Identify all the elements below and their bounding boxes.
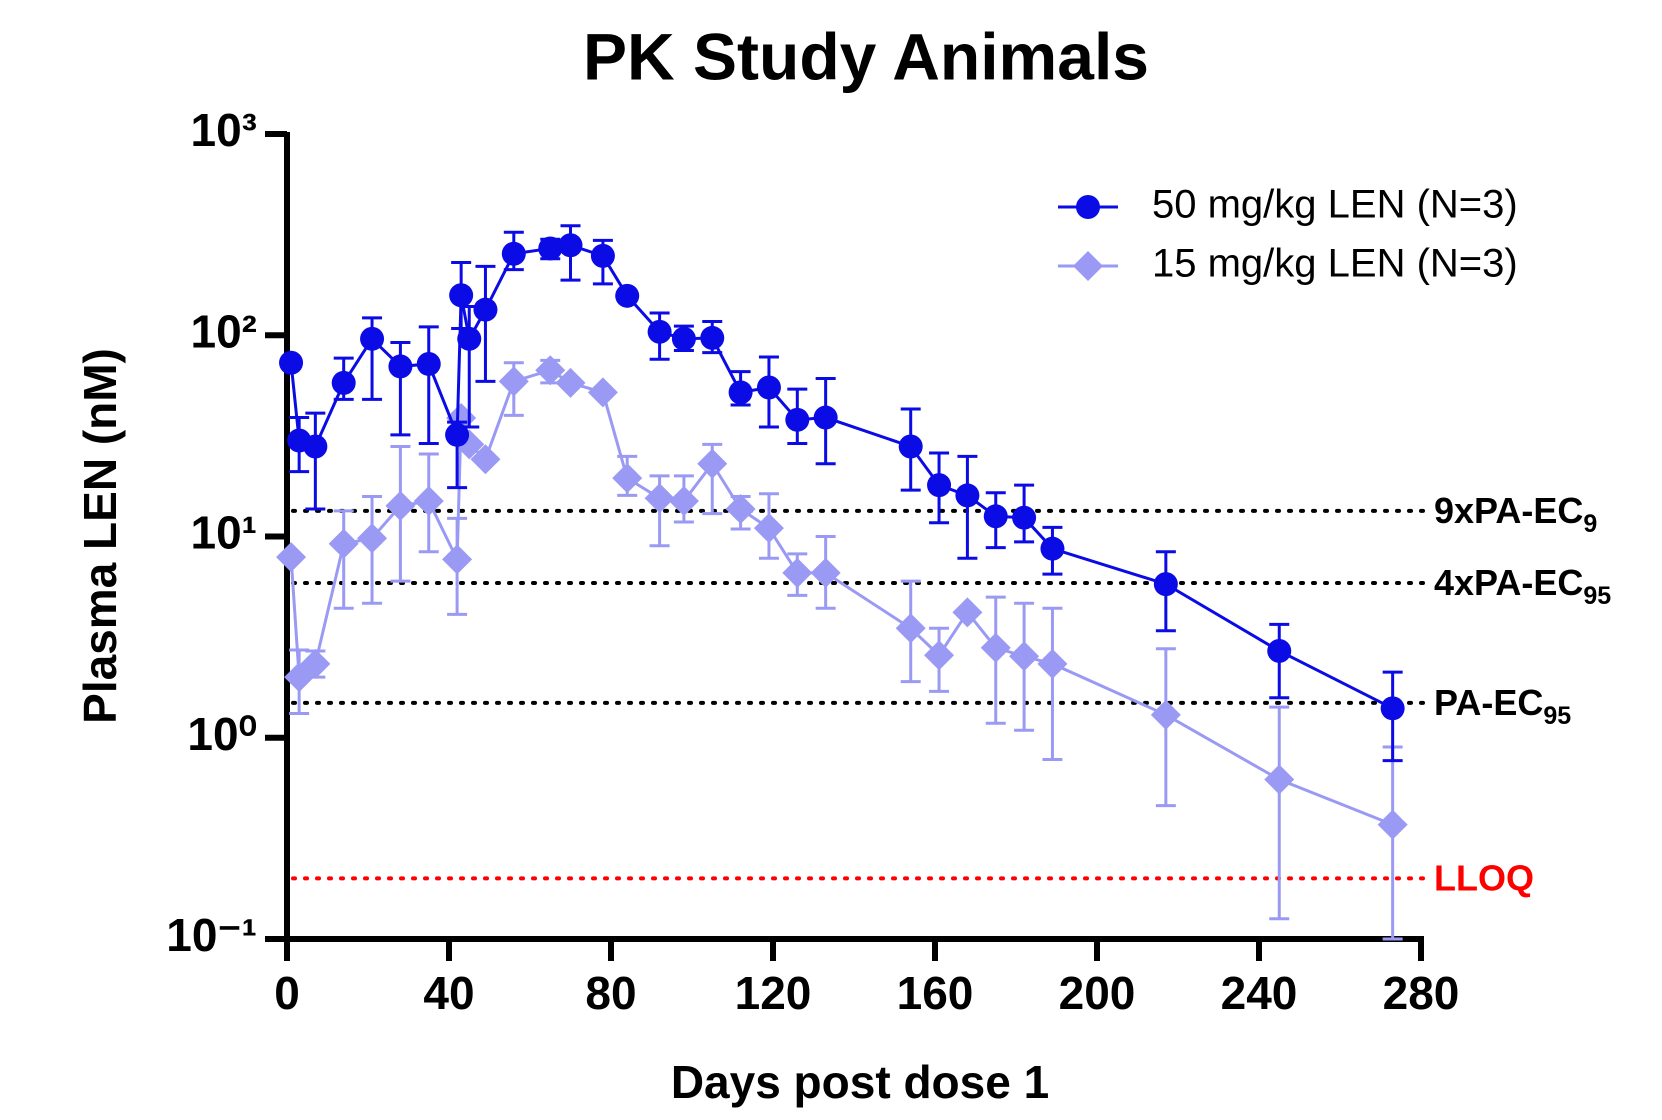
data-point [1012,505,1037,530]
data-point [671,326,696,351]
legend-label: 15 mg/kg LEN (N=3) [1152,242,1518,286]
reference-label-text: 9xPA-EC [1434,489,1583,530]
reference-label: PA-EC95 [1434,681,1571,729]
error-bar [1269,705,1290,921]
data-point [725,493,756,524]
reference-label-text: 4xPA-EC [1434,562,1583,603]
error-bar [1042,606,1063,761]
y-axis-label: Plasma LEN (nM) [74,348,126,724]
data-point [927,473,952,498]
x-axis-label: Days post dose 1 [671,1056,1049,1108]
data-point [535,355,566,386]
data-point [1267,638,1292,663]
data-point [442,544,473,575]
chart-title: PK Study Animals [583,19,1149,93]
data-point [357,523,388,554]
error-bar [305,411,326,511]
y-tick-label: 10⁻¹ [166,909,257,961]
data-point [697,448,728,479]
data-point [728,380,753,405]
data-point [300,648,331,679]
y-tick-label: 10³ [191,104,257,156]
data-point [501,241,526,266]
reference-label-sub: 95 [1543,702,1571,730]
y-tick-label: 10² [191,305,257,357]
reference-label-text: LLOQ [1434,857,1534,898]
data-point [782,557,813,588]
data-point [980,632,1011,663]
data-point [647,319,672,344]
legend-marker [1076,195,1100,219]
legend-label: 50 mg/kg LEN (N=3) [1152,183,1518,227]
data-point [538,236,563,261]
data-point [473,297,498,322]
data-point [615,283,640,308]
data-point [1264,764,1295,795]
error-bar [418,325,439,445]
x-tick-label: 0 [274,967,300,1019]
reference-label-sub: 95 [1583,582,1611,610]
y-tick-label: 10⁰ [187,708,257,760]
x-tick-label: 240 [1221,967,1298,1019]
data-point [276,542,307,573]
data-point [1377,809,1408,840]
reference-label: 4xPA-EC95 [1434,562,1611,610]
error-bar [475,264,496,383]
data-point [700,325,725,350]
data-point [328,528,359,559]
data-point [360,326,385,351]
data-point [303,434,328,459]
data-point [898,434,923,459]
data-point [1037,648,1068,679]
data-point [498,366,529,397]
data-point [753,513,784,544]
data-point [331,370,356,395]
data-point [470,444,501,475]
data-point [1009,641,1040,672]
data-point [413,486,444,517]
x-tick-label: 120 [735,967,812,1019]
data-point [785,407,810,432]
data-point [756,375,781,400]
data-point [612,463,643,494]
data-point [983,504,1008,529]
data-point [587,377,618,408]
data-point [924,640,955,671]
data-point [813,405,838,430]
data-point [1150,699,1181,730]
data-point [457,326,482,351]
data-point [555,367,586,398]
data-point [385,490,416,521]
data-point [1040,536,1065,561]
data-point [895,613,926,644]
data-point [279,350,304,375]
x-tick-label: 80 [585,967,636,1019]
data-point [668,486,699,517]
data-point [952,597,983,628]
data-point [388,354,413,379]
data-point [590,243,615,268]
x-tick-label: 160 [897,967,974,1019]
data-point [558,233,583,258]
x-tick-label: 280 [1383,967,1460,1019]
reference-label: LLOQ [1434,857,1534,898]
data-point [1153,572,1178,597]
data-point [955,483,980,508]
error-bar [333,509,354,610]
x-tick-label: 40 [423,967,474,1019]
reference-label-sub: 9 [1583,510,1597,538]
y-tick-label: 10¹ [191,507,257,559]
reference-label: 9xPA-EC9 [1434,489,1597,537]
data-point [449,283,474,308]
data-point [445,422,470,447]
error-bar [1382,745,1403,941]
data-point [644,483,675,514]
data-point [416,351,441,376]
x-tick-label: 200 [1059,967,1136,1019]
data-point [1380,696,1405,721]
legend-marker [1073,251,1103,281]
data-point [810,557,841,588]
reference-label-text: PA-EC [1434,681,1543,722]
